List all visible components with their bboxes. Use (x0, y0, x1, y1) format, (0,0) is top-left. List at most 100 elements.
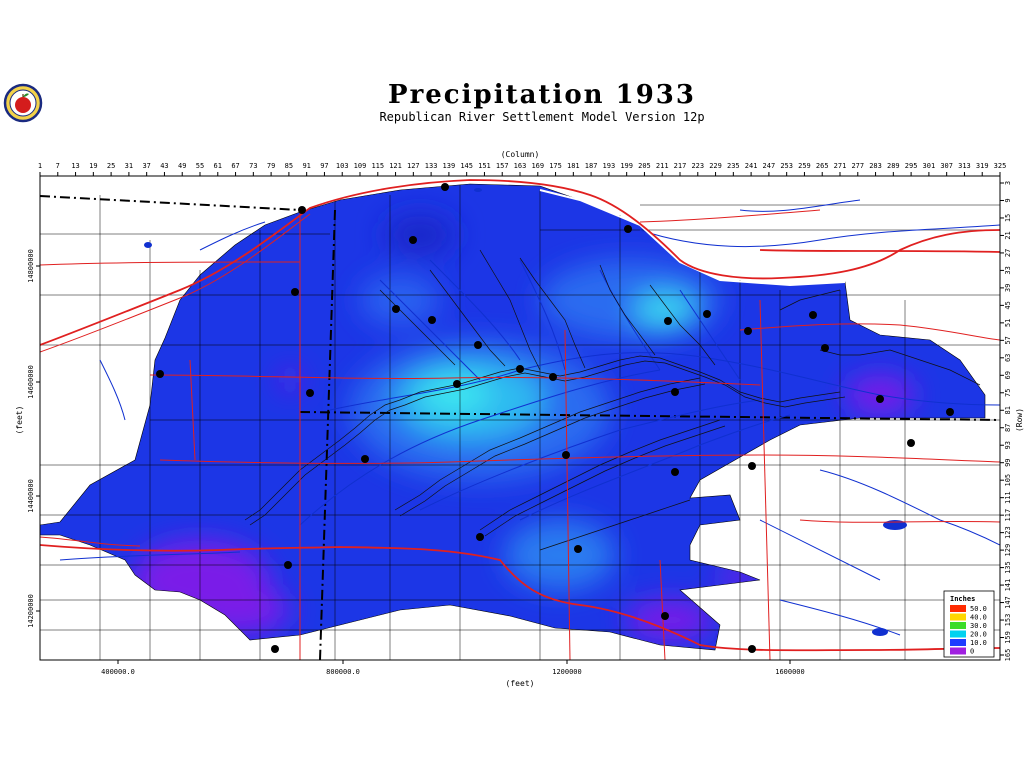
column-tick-label: 91 (302, 162, 310, 170)
column-tick-label: 169 (531, 162, 544, 170)
state-boundaries (39, 195, 1001, 661)
legend-label: 30.0 (970, 622, 987, 630)
column-tick-label: 271 (834, 162, 847, 170)
roads (40, 179, 1000, 660)
legend-label: 40.0 (970, 614, 987, 622)
legend-title: Inches (950, 595, 975, 603)
column-tick-label: 193 (603, 162, 616, 170)
column-tick-label: 37 (142, 162, 150, 170)
column-tick-label: 163 (514, 162, 527, 170)
column-tick-label: 157 (496, 162, 509, 170)
column-tick-label: 241 (745, 162, 758, 170)
x-axis-label: (feet) (506, 679, 535, 688)
column-tick-label: 319 (976, 162, 989, 170)
y-tick-label: 14200000 (27, 594, 35, 628)
row-tick-label: 3 (1004, 181, 1012, 185)
row-axis: 3915212733394551576369758187939910511111… (1000, 181, 1012, 661)
row-tick-label: 57 (1004, 336, 1012, 344)
row-tick-label: 159 (1004, 631, 1012, 644)
column-tick-label: 301 (923, 162, 936, 170)
legend-swatch (950, 605, 966, 612)
legend-label: 0 (970, 648, 974, 656)
x-axis (117, 660, 791, 664)
column-tick-label: 67 (231, 162, 239, 170)
apple-logo-icon (3, 83, 43, 123)
y-axis (36, 265, 40, 612)
column-tick-label: 85 (285, 162, 293, 170)
column-tick-label: 235 (727, 162, 740, 170)
column-axis: 1 7 13 19 25 31 37 43 49 55 61 67 73 79 85 91 97 103 109 11… (38, 162, 1006, 176)
column-tick-label: 127 (407, 162, 420, 170)
row-tick-label: 111 (1004, 491, 1012, 504)
column-tick-label: 73 (249, 162, 257, 170)
row-tick-label: 27 (1004, 249, 1012, 257)
column-tick-label: 61 (214, 162, 222, 170)
row-tick-label: 9 (1004, 198, 1012, 202)
column-tick-label: 109 (354, 162, 367, 170)
column-tick-label: 31 (125, 162, 133, 170)
column-tick-label: 313 (958, 162, 971, 170)
column-tick-label: 115 (371, 162, 384, 170)
row-tick-label: 135 (1004, 561, 1012, 574)
column-tick-label: 265 (816, 162, 829, 170)
column-tick-label: 259 (798, 162, 811, 170)
legend-swatch (950, 639, 966, 646)
column-tick-label: 307 (940, 162, 953, 170)
legend-label: 10.0 (970, 639, 987, 647)
row-tick-label: 117 (1004, 509, 1012, 522)
row-tick-label: 87 (1004, 424, 1012, 432)
y-axis-label: (feet) (15, 406, 24, 435)
column-tick-label: 1 (38, 162, 42, 170)
legend-swatch (950, 630, 966, 638)
column-tick-label: 187 (585, 162, 598, 170)
row-tick-label: 123 (1004, 526, 1012, 539)
row-tick-label: 75 (1004, 389, 1012, 397)
column-tick-label: 199 (620, 162, 633, 170)
column-tick-label: 211 (656, 162, 669, 170)
legend-swatch (950, 647, 966, 655)
row-tick-label: 51 (1004, 319, 1012, 327)
legend-swatch (950, 613, 966, 621)
row-axis-label: (Row) (1015, 408, 1024, 432)
column-tick-label: 13 (71, 162, 79, 170)
legend-label: 50.0 (970, 605, 987, 613)
row-tick-label: 39 (1004, 284, 1012, 292)
column-tick-label: 289 (887, 162, 900, 170)
row-tick-label: 33 (1004, 266, 1012, 274)
column-tick-label: 55 (196, 162, 204, 170)
column-tick-label: 7 (56, 162, 60, 170)
column-axis-label: (Column) (501, 150, 540, 159)
column-tick-label: 283 (869, 162, 882, 170)
column-tick-label: 217 (674, 162, 687, 170)
column-tick-label: 151 (478, 162, 491, 170)
row-tick-label: 99 (1004, 458, 1012, 466)
row-tick-label: 63 (1004, 354, 1012, 362)
row-tick-label: 147 (1004, 596, 1012, 609)
column-tick-label: 133 (425, 162, 438, 170)
row-tick-label: 81 (1004, 406, 1012, 414)
x-tick-label: 400000.0 (101, 668, 135, 676)
row-tick-label: 153 (1004, 614, 1012, 627)
x-tick-label: 1200000 (552, 668, 582, 676)
column-tick-label: 103 (336, 162, 349, 170)
row-tick-label: 165 (1004, 649, 1012, 662)
legend: Inches 50.040.030.020.010.00 (943, 590, 995, 658)
column-tick-label: 79 (267, 162, 275, 170)
column-tick-label: 43 (160, 162, 168, 170)
row-tick-label: 21 (1004, 231, 1012, 239)
column-tick-label: 229 (709, 162, 722, 170)
x-tick-label: 800000.0 (326, 668, 360, 676)
x-tick-label: 1600000 (775, 668, 805, 676)
column-tick-label: 97 (320, 162, 328, 170)
column-tick-label: 49 (178, 162, 186, 170)
column-tick-label: 325 (994, 162, 1007, 170)
row-tick-label: 141 (1004, 579, 1012, 592)
column-tick-label: 247 (763, 162, 776, 170)
row-tick-label: 129 (1004, 544, 1012, 557)
page-title: Precipitation 1933 (388, 80, 696, 110)
row-tick-label: 69 (1004, 371, 1012, 379)
y-tick-label: 14400000 (27, 479, 35, 513)
page-subtitle: Republican River Settlement Model Versio… (379, 110, 705, 124)
column-tick-label: 25 (107, 162, 115, 170)
